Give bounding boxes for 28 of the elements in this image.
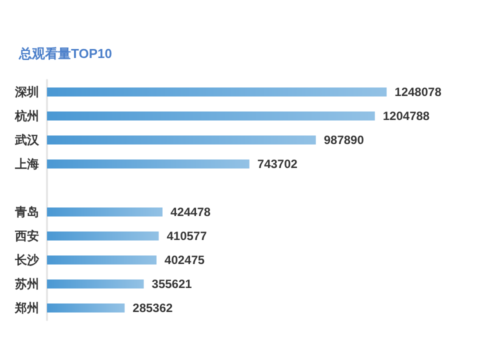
y-tick-label: 武汉 (14, 133, 40, 147)
data-label: 410577 (166, 229, 208, 243)
bar (47, 304, 125, 312)
y-tick-label: 深圳 (14, 85, 39, 99)
bar (47, 208, 163, 216)
y-tick-label: 青岛 (14, 205, 39, 219)
bar (47, 136, 316, 144)
y-tick-label: 郑州 (14, 301, 39, 315)
data-label: 1204788 (382, 109, 430, 123)
bar (47, 280, 144, 288)
bar (47, 88, 387, 96)
y-tick-label: 杭州 (14, 109, 39, 123)
y-tick-label: 长沙 (14, 253, 40, 267)
bar (47, 112, 375, 120)
bar (47, 232, 159, 240)
y-tick-label: 上海 (14, 157, 39, 171)
data-label: 987890 (324, 133, 364, 147)
data-label: 402475 (164, 253, 205, 267)
y-tick-label: 西安 (14, 229, 39, 243)
data-label: 355621 (152, 277, 192, 291)
y-tick-label: 苏州 (14, 277, 39, 291)
bar (47, 160, 250, 168)
data-label: 743702 (257, 157, 298, 171)
chart-title: 总观看量TOP10 (18, 46, 112, 61)
data-label: 424478 (170, 205, 211, 219)
bar (47, 256, 157, 264)
data-label: 1248078 (394, 85, 442, 99)
data-label: 285362 (132, 301, 174, 315)
